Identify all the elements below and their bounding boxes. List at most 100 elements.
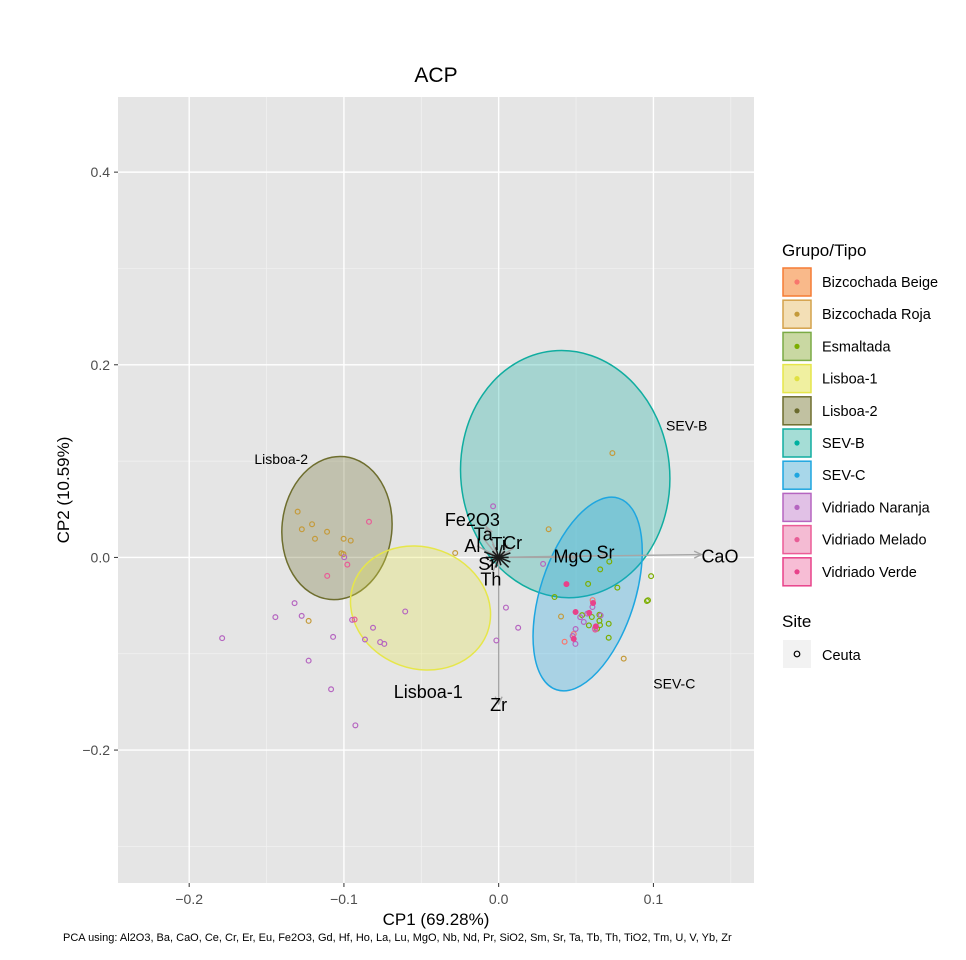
legend-label: Lisboa-2	[822, 404, 878, 420]
legend-site-label: Ceuta	[822, 648, 862, 664]
loading-label-zr: Zr	[490, 695, 507, 715]
loading-arrowhead	[693, 550, 703, 559]
point-esmaltada	[551, 594, 558, 601]
plot-panel	[118, 97, 754, 883]
y-axis-label: CP2 (10.59%)	[54, 437, 73, 544]
point-vidriado-naranja	[381, 640, 388, 647]
loading-arrowhead	[568, 553, 578, 562]
legend-key-point	[794, 440, 800, 446]
loading-label-ti: Ti	[492, 534, 506, 554]
point-bizcochada-roja	[620, 655, 627, 662]
loading-label-mgo: MgO	[553, 546, 592, 566]
loading-arrowhead	[494, 696, 503, 706]
point-vidriado-naranja	[305, 657, 312, 664]
point-vidriado-naranja	[330, 633, 337, 640]
legend-key-point	[794, 504, 800, 510]
loading-label-ta: Ta	[474, 524, 494, 544]
loading-arrow-center	[495, 547, 500, 558]
legend-key	[782, 363, 812, 394]
x-tick-label: 0.0	[489, 891, 509, 907]
legend-label: Vidriado Verde	[822, 565, 917, 581]
legend-site-key	[783, 640, 811, 668]
legend-site-key-point	[793, 650, 801, 658]
point-esmaltada	[643, 598, 650, 605]
loading-arrow-sr	[498, 554, 608, 559]
point-vidriado-naranja	[572, 625, 579, 632]
point-bizcochada-roja	[294, 508, 301, 515]
point-bizcochada-beige	[561, 638, 568, 645]
legend-key-point	[794, 472, 800, 478]
grid-lines	[118, 97, 754, 883]
point-vidriado-verde	[572, 608, 579, 615]
loading-label-cr: Cr	[503, 533, 522, 553]
point-vidriado-naranja	[328, 686, 335, 693]
point-vidriado-naranja	[370, 624, 377, 631]
point-vidriado-naranja	[219, 635, 226, 642]
legend-key-point	[794, 408, 800, 414]
point-vidriado-verde	[570, 635, 577, 642]
x-tick-label: −0.2	[175, 891, 203, 907]
x-tick-label: 0.1	[644, 891, 664, 907]
loading-arrow-center	[498, 556, 511, 563]
point-vidriado-naranja	[577, 614, 584, 621]
loading-label-si: Si	[478, 554, 494, 574]
loading-label-sr: Sr	[596, 543, 614, 563]
point-vidriado-melado	[365, 518, 372, 525]
point-bizcochada-roja	[309, 521, 316, 528]
legend-label: Lisboa-1	[822, 372, 878, 388]
y-tick-label: 0.0	[91, 549, 111, 565]
point-esmaltada	[644, 597, 651, 604]
data-points	[219, 450, 655, 729]
point-bizcochada-roja	[340, 535, 347, 542]
legend-label: Vidriado Melado	[822, 533, 927, 549]
ellipse-label-sev-c: SEV-C	[653, 676, 695, 692]
point-esmaltada	[588, 613, 595, 620]
point-esmaltada	[585, 622, 592, 629]
loading-label-al: Al	[464, 536, 480, 556]
point-esmaltada	[614, 584, 621, 591]
ellipse-label-lisboa-1: Lisboa-1	[394, 682, 463, 702]
point-vidriado-melado	[324, 572, 331, 579]
x-tick-label: −0.1	[330, 891, 358, 907]
point-vidriado-verde	[590, 599, 597, 606]
confidence-ellipses	[281, 349, 671, 692]
point-vidriado-naranja	[540, 560, 547, 567]
loading-arrow-center	[488, 556, 500, 568]
ellipse-label-sev-b: SEV-B	[666, 417, 707, 433]
loading-arrowhead	[485, 525, 493, 535]
point-bizcochada-roja	[545, 526, 552, 533]
legend-site-title: Site	[782, 612, 811, 631]
legend-label: SEV-C	[822, 468, 866, 484]
point-esmaltada	[605, 634, 612, 641]
point-vidriado-naranja	[291, 600, 298, 607]
point-vidriado-naranja	[298, 612, 305, 619]
legend-label: Bizcochada Roja	[822, 307, 932, 323]
loading-arrow-center	[483, 551, 499, 559]
point-vidriado-verde	[563, 581, 570, 588]
ellipse-sev-c	[532, 496, 644, 692]
y-tick-label: −0.2	[82, 742, 110, 758]
point-bizcochada-roja	[452, 549, 459, 556]
loading-arrow-center	[498, 552, 511, 559]
point-vidriado-naranja	[572, 640, 579, 647]
point-vidriado-naranja	[490, 503, 497, 510]
point-bizcochada-roja	[558, 613, 565, 620]
point-vidriado-naranja	[361, 636, 368, 643]
point-esmaltada	[606, 558, 613, 565]
point-bizcochada-roja	[347, 537, 354, 544]
point-vidriado-naranja	[402, 608, 409, 615]
point-bizcochada-roja	[305, 617, 312, 624]
loading-label-cao: CaO	[701, 546, 738, 566]
point-esmaltada	[585, 580, 592, 587]
y-tick-label: 0.4	[91, 164, 111, 180]
point-bizcochada-roja	[324, 528, 331, 535]
point-vidriado-naranja	[597, 612, 604, 619]
loading-arrow-center	[495, 557, 500, 568]
x-axis-label: CP1 (69.28%)	[383, 910, 490, 929]
loading-arrows	[476, 525, 703, 706]
loading-label-th: Th	[480, 570, 501, 590]
point-esmaltada	[605, 620, 612, 627]
point-vidriado-naranja	[493, 637, 500, 644]
legend-title: Grupo/Tipo	[782, 241, 866, 260]
